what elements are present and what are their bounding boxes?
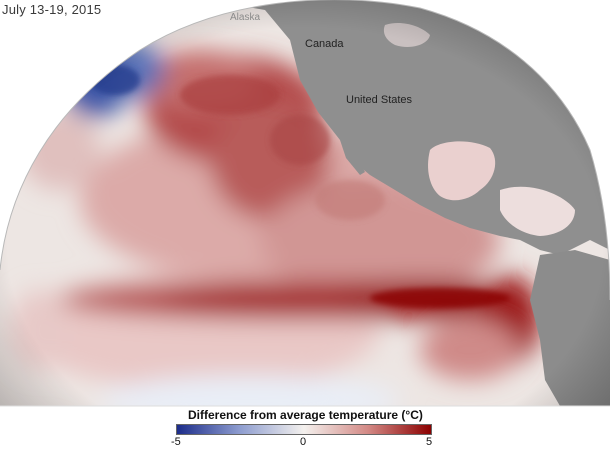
legend-tick-min: -5 bbox=[171, 436, 181, 448]
legend-tick-max: 5 bbox=[426, 436, 433, 448]
legend-title: Difference from average temperature (°C) bbox=[188, 408, 423, 422]
label-united-states: United States bbox=[346, 94, 413, 106]
legend-color-bar bbox=[176, 424, 432, 435]
date-title: July 13-19, 2015 bbox=[2, 2, 102, 17]
globe-edge bbox=[0, 0, 610, 301]
legend-tick-mid: 0 bbox=[300, 436, 307, 448]
label-alaska: Alaska bbox=[230, 12, 261, 23]
label-canada: Canada bbox=[305, 38, 344, 50]
